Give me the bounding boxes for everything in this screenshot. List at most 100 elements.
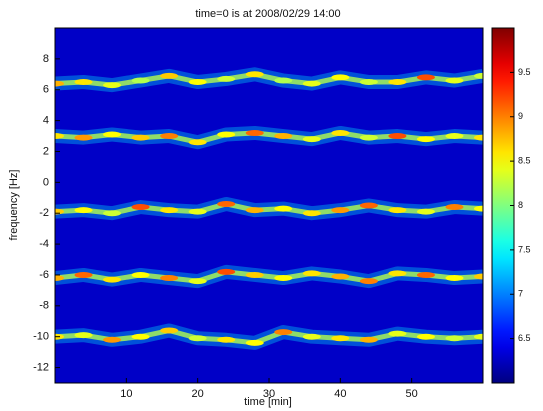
- ridge-point: [416, 333, 435, 340]
- ridge-point: [331, 207, 350, 214]
- x-tick-label: 40: [334, 388, 346, 400]
- ridge-point: [274, 329, 293, 336]
- y-tick-label: -4: [39, 238, 49, 250]
- colorbar-tick-label: 8: [518, 200, 523, 210]
- ridge-point: [160, 72, 179, 79]
- ridge-point: [474, 72, 483, 79]
- ridge-point: [359, 202, 378, 209]
- ridge-line: [55, 269, 483, 284]
- ridge-point: [103, 82, 122, 89]
- ridge-point: [103, 336, 122, 343]
- ridge-point: [74, 207, 93, 214]
- plot-background: [55, 28, 483, 383]
- y-tick-label: 8: [43, 53, 49, 65]
- ridge-point: [245, 207, 264, 214]
- ridge-point: [217, 200, 236, 207]
- colorbar-tick-label: 7: [518, 289, 523, 299]
- chart-title: time=0 is at 2008/02/29 14:00: [195, 8, 340, 20]
- x-tick-label: 10: [120, 388, 132, 400]
- y-axis-label: frequency [Hz]: [8, 170, 20, 241]
- colorbar-tick-label: 9: [518, 111, 523, 121]
- ridge-point: [445, 275, 464, 282]
- ridge-point: [445, 77, 464, 84]
- ridge-point: [388, 79, 407, 86]
- y-tick-label: 6: [43, 84, 49, 96]
- ridge-point: [245, 339, 264, 346]
- ridge-point: [445, 335, 464, 342]
- ridge-point: [74, 271, 93, 278]
- ridge-point: [274, 275, 293, 282]
- ridge-point: [359, 79, 378, 86]
- ridge-point: [131, 204, 150, 211]
- ridge-point: [55, 80, 64, 87]
- ridge-point: [416, 74, 435, 81]
- colorbar-tick-label: 8.5: [518, 156, 531, 166]
- y-tick-label: 4: [43, 115, 49, 127]
- ridge-point: [160, 275, 179, 282]
- ridge-point: [103, 131, 122, 138]
- ridge-point: [388, 270, 407, 277]
- ridge-point: [474, 333, 483, 340]
- ridge-point: [55, 133, 64, 140]
- ridge-point: [474, 134, 483, 141]
- ridge-point: [331, 335, 350, 342]
- ridge-point: [245, 71, 264, 78]
- ridge-point: [217, 131, 236, 138]
- ridge-point: [188, 335, 207, 342]
- ridge-point: [302, 136, 321, 143]
- ridge-point: [274, 133, 293, 140]
- ridge-point: [131, 271, 150, 278]
- ridge-point: [359, 134, 378, 141]
- ridge-point: [245, 271, 264, 278]
- y-tick-label: -8: [39, 300, 49, 312]
- ridge-point: [103, 210, 122, 217]
- ridge-point: [217, 336, 236, 343]
- ridge-line: [55, 71, 483, 88]
- ridge-point: [160, 133, 179, 140]
- ridge-point: [302, 80, 321, 87]
- ridge-point: [188, 208, 207, 215]
- y-tick-label: 0: [43, 176, 49, 188]
- ridge-point: [131, 333, 150, 340]
- ridge-line: [55, 201, 483, 216]
- ridge-point: [74, 79, 93, 86]
- colorbar-tick-label: 7.5: [518, 244, 531, 254]
- ridge-point: [416, 136, 435, 143]
- ridge-point: [331, 273, 350, 280]
- ridge-point: [474, 205, 483, 212]
- x-tick-label: 20: [192, 388, 204, 400]
- ridge-point: [302, 270, 321, 277]
- x-tick-label: 50: [406, 388, 418, 400]
- ridge-point: [131, 134, 150, 141]
- ridge-point: [55, 275, 64, 282]
- ridge-line: [55, 130, 483, 145]
- ridge-point: [188, 79, 207, 86]
- y-tick-label: -2: [39, 207, 49, 219]
- ridge-point: [388, 330, 407, 337]
- ridge-point: [74, 332, 93, 339]
- x-tick-label: 30: [263, 388, 275, 400]
- ridge-point: [302, 333, 321, 340]
- ridge-line: [55, 327, 483, 346]
- ridge-point: [474, 273, 483, 280]
- ridge-point: [445, 204, 464, 211]
- ridge-point: [331, 74, 350, 81]
- ridge-point: [245, 129, 264, 136]
- ridge-point: [160, 327, 179, 334]
- colorbar-tick-label: 9.5: [518, 67, 531, 77]
- ridge-point: [388, 133, 407, 140]
- ridge-point: [274, 205, 293, 212]
- ridge-point: [103, 276, 122, 283]
- ridge-point: [217, 75, 236, 82]
- y-tick-label: -6: [39, 269, 49, 281]
- ridge-point: [302, 210, 321, 217]
- y-tick-label: 2: [43, 145, 49, 157]
- y-tick-label: -10: [33, 331, 49, 343]
- ridge-point: [74, 134, 93, 141]
- ridge-point: [445, 133, 464, 140]
- ridge-point: [416, 208, 435, 215]
- colorbar-tick-label: 6.5: [518, 333, 531, 343]
- ridge-point: [359, 278, 378, 285]
- ridge-point: [160, 207, 179, 214]
